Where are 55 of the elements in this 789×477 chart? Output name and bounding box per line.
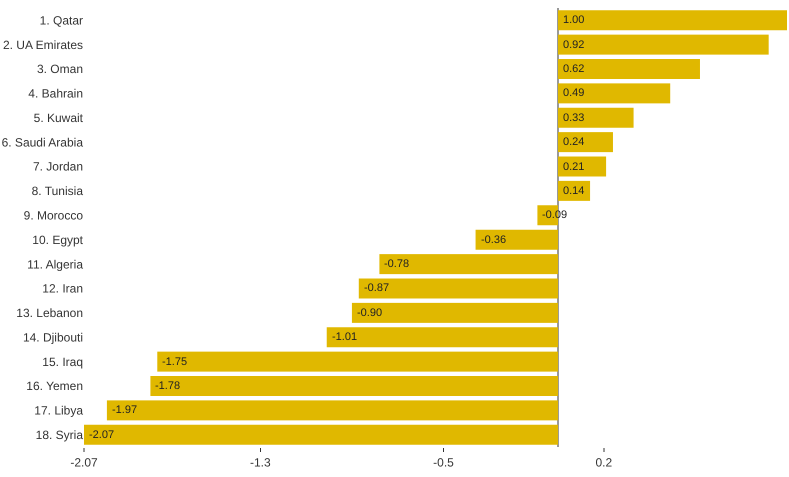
data-label: 0.14: [563, 185, 584, 197]
y-tick-label: 9. Morocco: [24, 208, 84, 223]
bar: [558, 132, 613, 152]
bar: [558, 108, 634, 128]
data-label: 0.24: [563, 136, 584, 148]
y-tick-label: 12. Iran: [42, 282, 83, 296]
bar: [558, 34, 769, 55]
bar: [476, 230, 558, 250]
y-tick-label: 13. Lebanon: [16, 306, 83, 320]
bar: [157, 352, 558, 372]
y-tick-label: 6. Saudi Arabia: [2, 135, 84, 150]
data-label: -2.07: [89, 429, 114, 441]
x-tick-label: 0.2: [595, 455, 612, 470]
y-tick-label: 11. Algeria: [27, 257, 84, 272]
data-label: -0.36: [481, 234, 506, 246]
y-tick-label: 2. UA Emirates: [2, 38, 83, 52]
bar: [558, 156, 606, 177]
y-tick-label: 5. Kuwait: [34, 110, 84, 125]
bar: [150, 376, 558, 396]
bar: [352, 302, 558, 323]
data-label: -0.87: [364, 282, 390, 294]
bar: [106, 400, 558, 420]
y-tick-label: 4. Bahrain: [28, 86, 83, 101]
data-label: -1.78: [155, 380, 180, 392]
data-label: 0.62: [563, 63, 584, 75]
bar: [558, 83, 670, 104]
data-label: 0.21: [563, 161, 584, 173]
y-tick-label: 3. Oman: [36, 62, 83, 76]
data-label: 0.49: [563, 87, 584, 99]
y-tick-label: 14. Djibouti: [22, 330, 83, 344]
data-label: -0.78: [384, 258, 410, 270]
data-label: 0.92: [563, 39, 584, 51]
x-tick-label: -0.5: [433, 455, 454, 470]
data-label: -1.75: [162, 356, 188, 368]
bar: [84, 424, 558, 445]
y-tick-label: 15. Iraq: [42, 354, 83, 369]
y-tick-label: 17. Libya: [34, 404, 84, 418]
data-label: 1.00: [563, 14, 584, 26]
y-tick-label: 7. Jordan: [32, 160, 83, 174]
bar: [358, 278, 558, 298]
bar: [558, 58, 700, 79]
data-label: -0.90: [357, 307, 382, 319]
x-tick-label: -2.07: [70, 455, 98, 470]
bar: [558, 10, 787, 30]
data-label: -1.01: [332, 331, 358, 343]
bar: [379, 254, 558, 274]
y-tick-label: 18. Syria: [36, 428, 84, 442]
data-label: 0.33: [563, 112, 584, 124]
y-tick-label: 10. Egypt: [32, 232, 84, 247]
bar: [326, 327, 558, 348]
x-tick-label: -1.3: [250, 455, 271, 470]
data-label: -1.97: [112, 404, 138, 416]
y-tick-label: 8. Tunisia: [32, 184, 84, 198]
y-tick-label: 16. Yemen: [26, 379, 83, 394]
y-tick-label: 1. Qatar: [40, 13, 83, 28]
